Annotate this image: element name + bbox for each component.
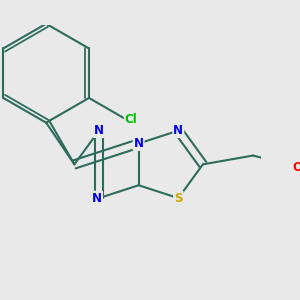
Text: N: N	[94, 124, 104, 137]
Text: Cl: Cl	[125, 113, 137, 126]
Text: O: O	[292, 161, 300, 174]
Text: S: S	[174, 192, 183, 205]
Text: N: N	[134, 137, 144, 150]
Text: N: N	[92, 192, 102, 205]
Text: N: N	[173, 124, 183, 137]
